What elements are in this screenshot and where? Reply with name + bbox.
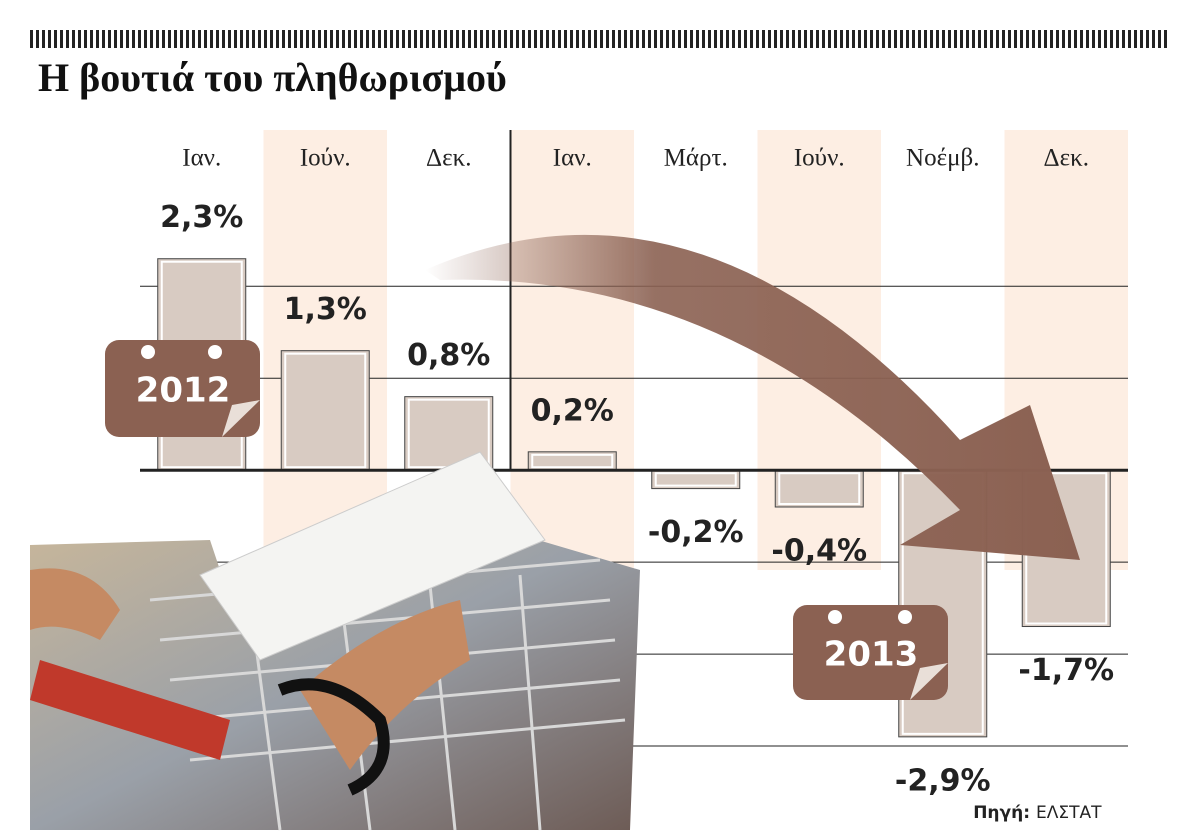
value-label: 0,8% — [407, 338, 490, 373]
bar-inner-border — [531, 453, 614, 469]
bar-inner-border — [284, 352, 367, 469]
x-tick-label: Δεκ. — [1044, 145, 1089, 172]
x-tick-label: Δεκ. — [426, 145, 471, 172]
x-tick-label: Νοέμβ. — [906, 145, 979, 172]
badge-2012: 2012 — [105, 340, 260, 437]
year-label: 2012 — [136, 371, 231, 411]
source-label: Πηγή: — [973, 803, 1030, 823]
value-label: 2,3% — [160, 200, 243, 235]
bar — [280, 350, 370, 471]
header-stripes — [28, 30, 1170, 48]
value-label: -0,2% — [648, 515, 744, 550]
badge-2013: 2013 — [793, 605, 948, 700]
year-label: 2013 — [824, 635, 919, 675]
value-label: -1,7% — [1018, 653, 1114, 688]
x-tick-label: Ιαν. — [182, 145, 221, 172]
source: ΕΛΣΤΑΤ — [1036, 803, 1102, 823]
x-tick-label: Μάρτ. — [664, 145, 728, 172]
bar — [774, 469, 864, 508]
value-label: -2,9% — [895, 763, 991, 798]
x-tick-label: Ιαν. — [553, 145, 592, 172]
bar-inner-border — [654, 472, 737, 487]
x-tick-label: Ιούν. — [794, 145, 845, 172]
value-label: 1,3% — [284, 292, 367, 327]
trend-arrow — [425, 234, 1080, 560]
column-shade — [263, 130, 387, 570]
photo — [30, 451, 640, 831]
column-shade — [510, 130, 634, 570]
bar — [404, 396, 494, 471]
value-label: 0,2% — [531, 393, 614, 428]
chart-title: Η βουτιά του πληθωρισμού — [38, 55, 507, 100]
value-label: -0,4% — [771, 533, 867, 568]
bar-inner-border — [778, 472, 861, 505]
x-tick-label: Ιούν. — [300, 145, 351, 172]
